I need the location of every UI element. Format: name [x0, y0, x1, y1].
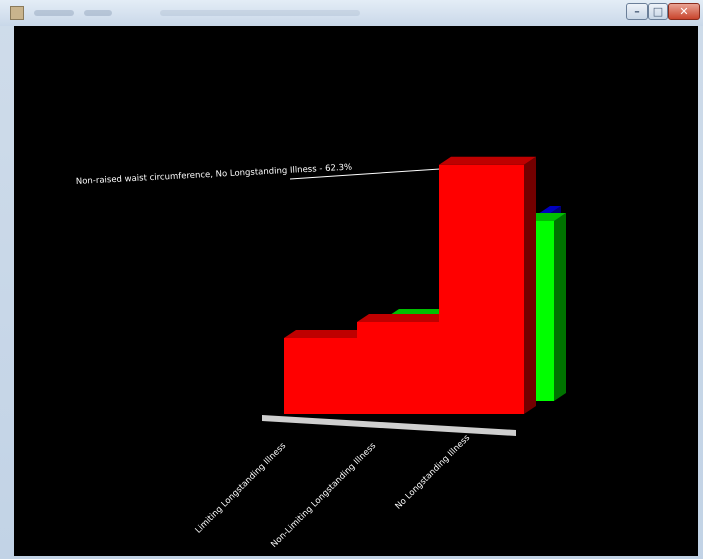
bars-group: [284, 156, 566, 415]
bar-side-s1-c2: [554, 213, 566, 401]
bar-top-s0-c2: [439, 156, 536, 165]
maximize-button[interactable]: □: [648, 3, 668, 20]
bar-top-s2-c2: [538, 206, 561, 214]
annotation-leader-line: [289, 168, 441, 180]
title-blur: [34, 10, 74, 16]
chart-svg[interactable]: Non-raised waist circumference, No Longs…: [14, 26, 698, 556]
x-tick-label-limiting: Limiting Longstanding Illness: [194, 441, 289, 536]
title-bar[interactable]: – □ ✕: [0, 0, 703, 26]
x-tick-labels: Limiting Longstanding Illness Non-Limiti…: [194, 433, 473, 550]
maximize-icon: □: [652, 5, 664, 18]
bar-s0-c0: [284, 338, 359, 414]
app-icon[interactable]: [10, 6, 24, 20]
x-axis-floor: [262, 415, 516, 436]
bar-top-s0-c0: [284, 330, 371, 338]
bar-side-s0-c2: [524, 156, 536, 415]
title-blur: [160, 10, 360, 16]
bar-s0-c1: [357, 322, 440, 414]
title-blur: [84, 10, 112, 16]
chart-canvas[interactable]: Non-raised waist circumference, No Longs…: [14, 26, 698, 556]
x-tick-label-non-limiting: Non-Limiting Longstanding Illness: [269, 441, 378, 550]
minimize-icon: –: [634, 5, 640, 18]
bar-s0-c2: [439, 164, 524, 414]
bar-top-s0-c1: [357, 314, 452, 322]
annotation: Non-raised waist circumference, No Longs…: [76, 163, 441, 187]
x-tick-label-none: No Longstanding Illness: [394, 433, 473, 512]
minimize-button[interactable]: –: [626, 3, 648, 20]
close-button[interactable]: ✕: [668, 3, 700, 20]
close-icon: ✕: [679, 5, 689, 18]
annotation-label: Non-raised waist circumference, No Longs…: [76, 163, 353, 187]
